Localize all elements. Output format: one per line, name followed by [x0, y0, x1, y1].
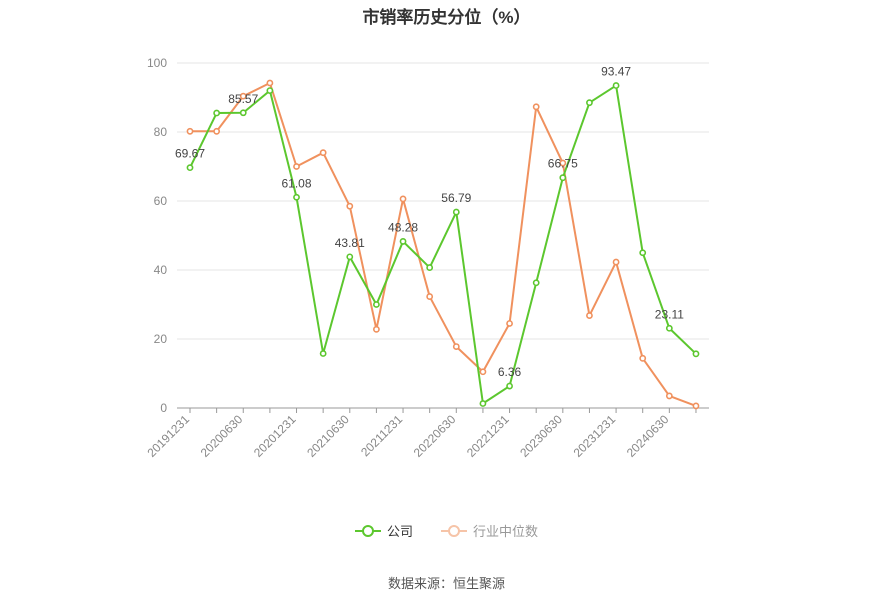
series-layer	[186, 79, 700, 410]
industry-median-data-point	[373, 325, 380, 333]
industry-median-data-point	[532, 103, 540, 111]
grid-layer	[177, 62, 709, 340]
industry-median-data-point	[319, 149, 327, 157]
company-data-label: 56.79	[441, 191, 471, 205]
company-data-point	[213, 109, 221, 117]
company-data-point	[266, 87, 274, 94]
x-tick-label: 20211231	[358, 412, 405, 459]
company-data-point	[373, 301, 380, 308]
industry-median-series-line	[190, 82, 697, 407]
y-tick-label: 80	[154, 125, 168, 139]
legend-item-company[interactable]: 公司	[354, 521, 413, 540]
company-data-label: 43.81	[335, 236, 365, 250]
legend-item-industry-median[interactable]: 行业中位数	[441, 521, 538, 540]
company-data-point	[239, 109, 247, 117]
industry-median-data-point	[293, 163, 300, 170]
industry-median-data-point	[559, 159, 567, 167]
y-tick-label: 60	[154, 194, 168, 208]
label-layer: 69.67 85.57 61.08 43.81 48.28 56.79 6.36 66.75 9…	[175, 65, 684, 380]
company-data-point	[559, 174, 567, 182]
company-data-point	[479, 400, 487, 407]
industry-median-data-point	[426, 293, 434, 300]
company-series-line	[189, 84, 697, 405]
x-tick-label: 20220630	[411, 412, 459, 460]
industry-median-data-point	[346, 202, 354, 210]
legend-line-marker-icon	[441, 524, 467, 538]
company-data-label: 85.57	[228, 92, 258, 106]
company-data-label: 6.36	[498, 365, 522, 379]
chart-title: 市销率历史分位（%）	[362, 8, 531, 27]
company-data-point	[586, 99, 593, 107]
x-tick-label: 20221231	[464, 412, 512, 460]
company-data-label: 69.67	[175, 147, 205, 161]
industry-median-data-point	[692, 402, 700, 410]
industry-median-data-point	[506, 320, 513, 327]
y-tick-label: 20	[154, 332, 168, 346]
legend-label-company: 公司	[386, 524, 413, 539]
company-data-point	[639, 249, 647, 257]
legend-label-industry-median: 行业中位数	[473, 524, 539, 539]
company-data-point	[612, 82, 620, 89]
y-tick-label: 0	[160, 401, 167, 415]
industry-median-data-point	[479, 368, 487, 376]
legend-line-marker-icon	[354, 524, 381, 538]
company-data-point	[692, 350, 700, 358]
company-data-label: 93.47	[601, 65, 631, 79]
legend: 公司 行业中位数	[0, 521, 893, 540]
company-data-point	[319, 350, 327, 357]
industry-median-data-point	[586, 312, 593, 319]
company-data-label: 66.75	[548, 157, 578, 171]
industry-median-data-point	[186, 127, 194, 135]
x-tick-label: 20201231	[251, 412, 299, 460]
company-data-label: 61.08	[282, 176, 312, 190]
industry-median-data-point	[213, 127, 221, 135]
industry-median-data-point	[452, 343, 460, 350]
x-tick-label: 20230630	[517, 412, 565, 460]
company-data-point	[452, 208, 460, 216]
company-data-point	[532, 279, 540, 287]
industry-median-data-point	[639, 354, 647, 362]
y-tick-label: 100	[147, 56, 167, 70]
industry-median-data-point	[266, 79, 274, 87]
company-data-point	[665, 324, 673, 332]
industry-median-data-point	[239, 92, 247, 100]
company-data-label: 48.28	[388, 220, 418, 234]
industry-median-data-point	[399, 195, 407, 203]
x-tick-label: 20240630	[624, 412, 672, 460]
data-source-note: 数据来源：恒生聚源	[387, 576, 505, 591]
company-data-point	[186, 164, 194, 172]
industry-median-data-point	[665, 392, 673, 400]
company-data-point	[506, 382, 513, 390]
company-data-point	[293, 193, 300, 201]
company-data-point	[399, 238, 407, 245]
company-data-point	[426, 264, 434, 271]
x-tick-label: 20191231	[144, 412, 192, 460]
industry-median-data-point	[612, 258, 620, 266]
x-tick-label: 20210630	[304, 412, 352, 460]
company-data-label: 23.11	[655, 307, 684, 321]
y-tick-label: 40	[154, 263, 168, 277]
x-tick-label: 20200630	[198, 412, 246, 460]
x-tick-label: 20231231	[571, 412, 619, 460]
company-data-point	[346, 253, 354, 261]
